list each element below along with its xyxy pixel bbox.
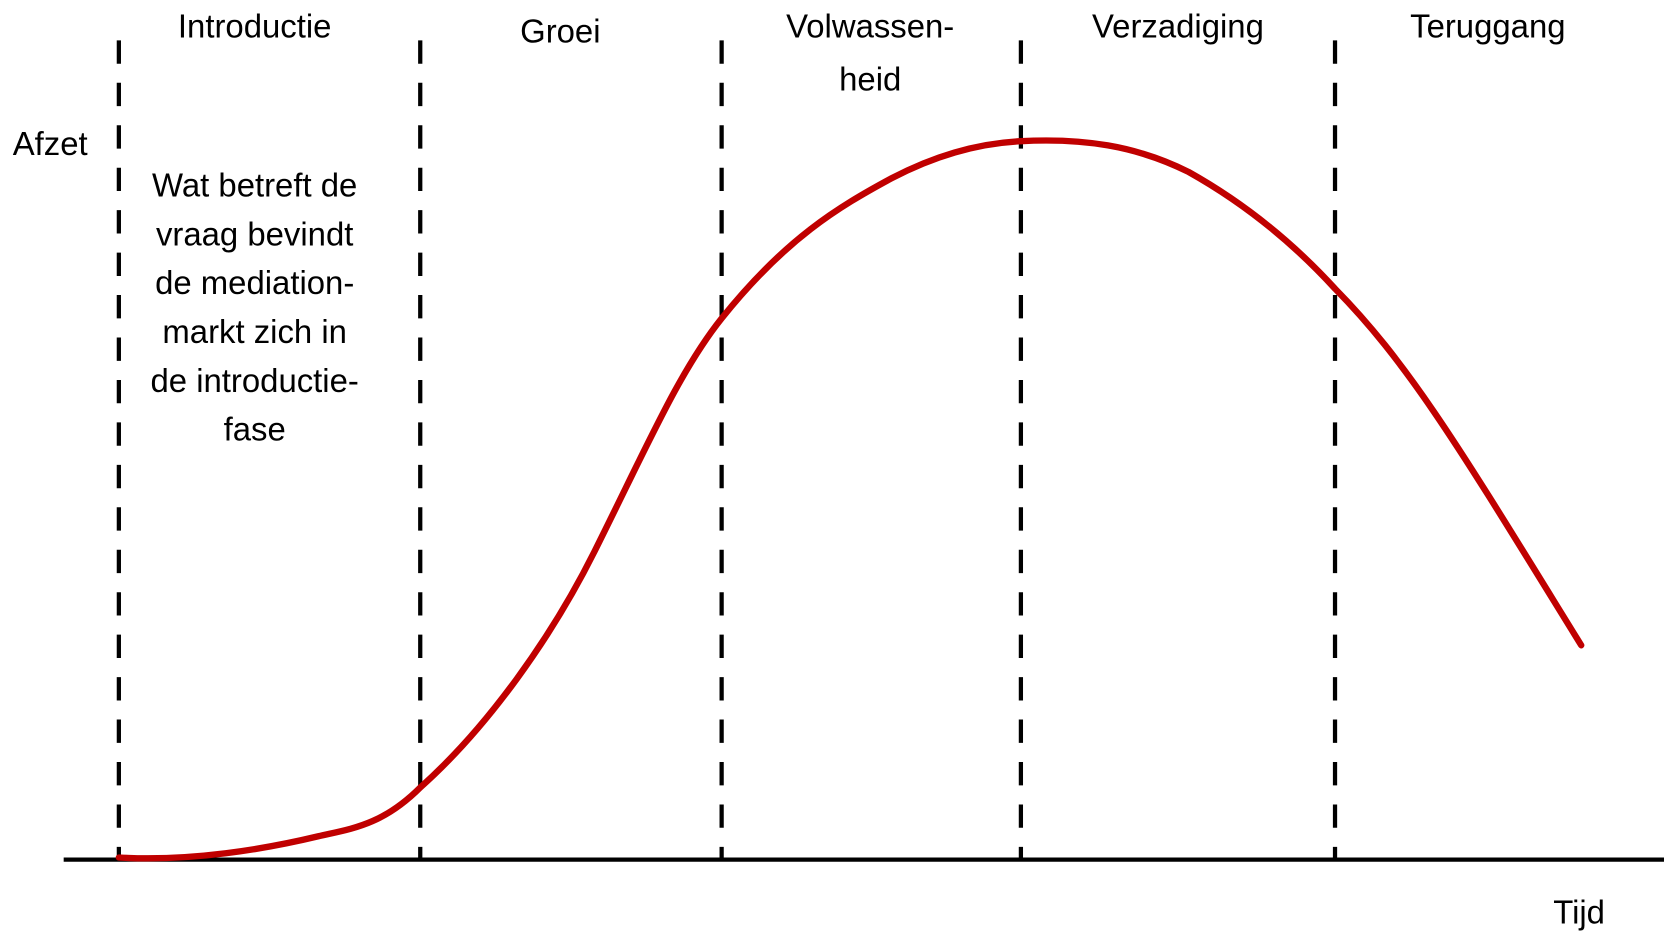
phase-label: Verzadiging bbox=[1092, 7, 1264, 44]
annotation-line: de mediation- bbox=[155, 264, 354, 301]
annotation-line: markt zich in bbox=[162, 313, 347, 350]
sales-curve bbox=[115, 137, 1585, 862]
annotation-line: Wat betreft de bbox=[152, 167, 357, 204]
x-axis-label: Tijd bbox=[1553, 893, 1605, 930]
phase-label: Groei bbox=[520, 13, 600, 50]
phase-label: heid bbox=[839, 60, 901, 97]
phase-label: Teruggang bbox=[1410, 7, 1565, 44]
y-axis-label: Afzet bbox=[13, 125, 88, 162]
annotation-line: de introductie- bbox=[151, 362, 359, 399]
phase-label: Introductie bbox=[178, 7, 332, 44]
annotation-line: fase bbox=[224, 411, 286, 448]
annotation-line: vraag bevindt bbox=[156, 215, 353, 252]
phase-label: Volwassen- bbox=[786, 7, 954, 44]
phase-dividers bbox=[116, 40, 1338, 858]
